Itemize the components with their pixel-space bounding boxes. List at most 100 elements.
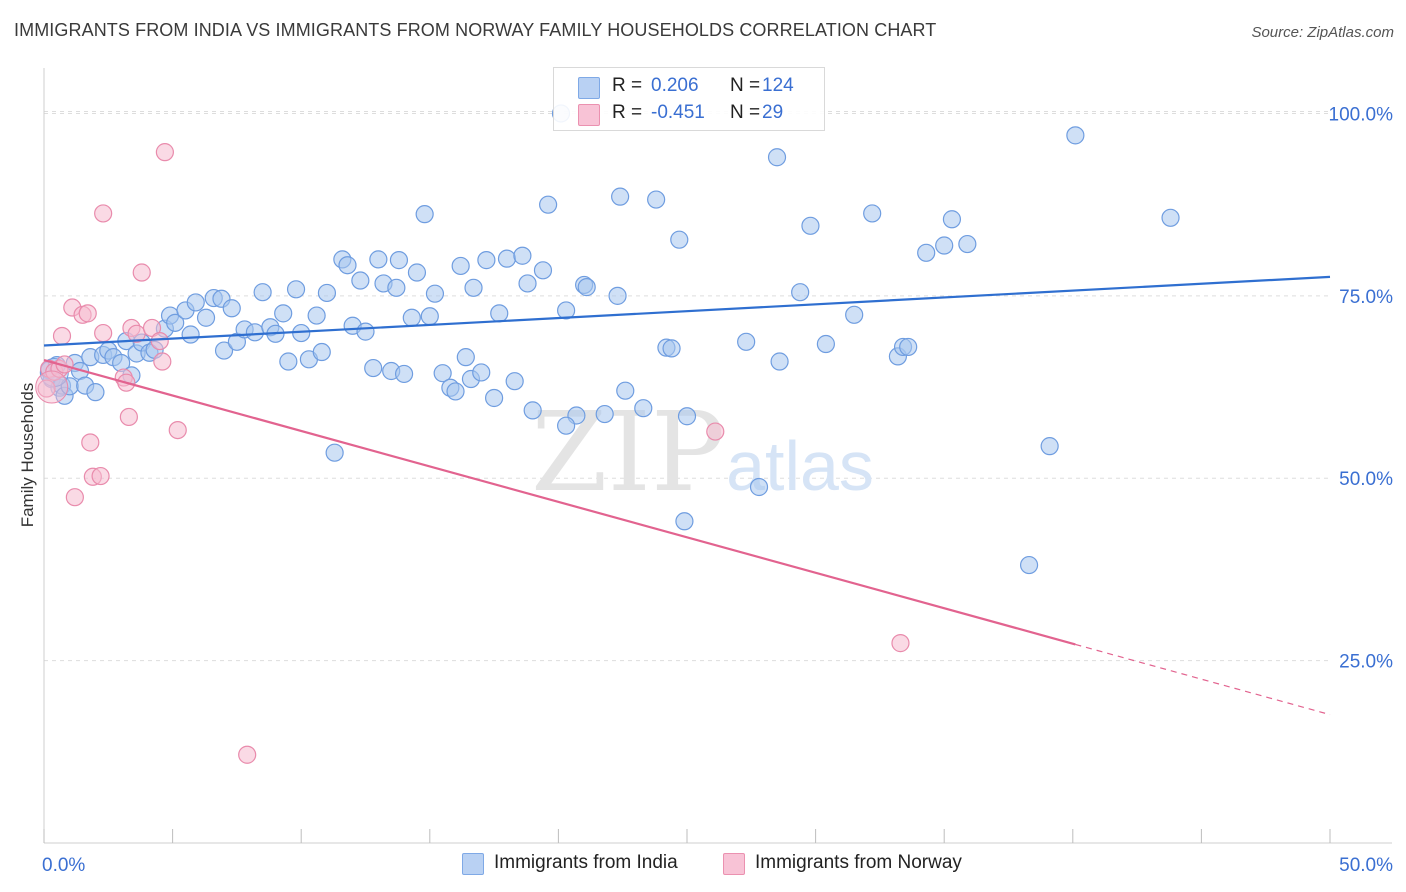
point-norway — [94, 204, 113, 223]
point-norway — [91, 466, 110, 486]
y-tick-label: 50.0% — [1339, 469, 1393, 490]
point-india — [845, 305, 864, 324]
watermark-zip: ZIP — [531, 388, 725, 516]
point-india — [245, 323, 265, 342]
legend-n-label: N = — [730, 75, 761, 96]
point-india — [942, 210, 962, 229]
point-india — [415, 205, 434, 224]
legend-label-norway: Immigrants from Norway — [755, 852, 962, 873]
point-india — [523, 401, 542, 420]
legend-n-label: N = — [730, 102, 761, 123]
point-norway — [52, 326, 72, 346]
legend-n-value-india: 124 — [762, 75, 794, 96]
point-india — [497, 249, 517, 268]
legend-swatch-norway — [578, 104, 600, 126]
legend-swatch-india — [578, 77, 600, 99]
point-india — [253, 283, 272, 302]
point-india — [407, 263, 427, 282]
point-india — [86, 383, 105, 402]
point-norway — [891, 634, 910, 653]
point-norway — [238, 745, 257, 764]
point-india — [801, 216, 820, 235]
y-tick-label: 100.0% — [1329, 104, 1394, 125]
point-norway — [65, 488, 84, 507]
point-india — [214, 341, 234, 360]
point-norway — [168, 420, 187, 440]
point-india — [935, 236, 954, 255]
trend-line-india — [43, 275, 1331, 347]
point-india — [662, 339, 681, 358]
point-india — [394, 364, 414, 384]
point-india — [958, 234, 977, 254]
point-india — [518, 274, 537, 293]
point-india — [767, 148, 787, 167]
point-india — [1019, 555, 1039, 575]
point-norway — [150, 331, 169, 351]
point-india — [595, 404, 614, 424]
point-norway — [94, 323, 113, 343]
point-india — [1066, 126, 1085, 145]
point-india — [647, 190, 666, 209]
legend-label-india: Immigrants from India — [494, 852, 678, 873]
point-norway — [119, 407, 138, 427]
point-india — [675, 512, 694, 531]
point-india — [634, 399, 653, 418]
point-india — [670, 230, 689, 249]
point-india — [816, 334, 835, 354]
point-india — [737, 332, 756, 351]
point-india — [1161, 208, 1180, 227]
point-india — [485, 388, 504, 408]
point-india — [505, 372, 524, 391]
point-india — [307, 306, 326, 325]
y-tick-label: 25.0% — [1339, 652, 1393, 673]
correlation-legend: R = 0.206 N = 124 R = -0.451 N = 29 — [553, 67, 825, 131]
grid-lines — [44, 110, 1330, 662]
legend-n-value-norway: 29 — [762, 102, 784, 123]
legend-swatch-india — [462, 853, 484, 875]
x-tick-label: 0.0% — [42, 855, 85, 876]
point-india — [166, 313, 185, 332]
point-norway-cluster — [35, 370, 69, 404]
series-india-points — [39, 104, 1180, 575]
watermark-atlas: atlas — [726, 427, 874, 505]
point-india — [351, 271, 370, 290]
point-india — [325, 443, 344, 462]
legend-r-value-norway: -0.451 — [651, 102, 705, 123]
point-india — [472, 363, 491, 382]
chart-source: Source: ZipAtlas.com — [1251, 24, 1394, 41]
point-india — [899, 337, 918, 357]
legend-r-value-india: 0.206 — [651, 75, 699, 96]
point-norway — [153, 352, 172, 371]
point-india — [677, 407, 697, 426]
point-india — [539, 195, 558, 214]
point-india — [513, 246, 532, 265]
point-india — [196, 308, 216, 327]
point-india — [611, 187, 630, 206]
watermark: ZIP atlas — [531, 388, 874, 516]
point-norway — [37, 379, 56, 398]
point-india — [749, 477, 769, 497]
point-india — [433, 364, 452, 383]
point-norway — [155, 143, 174, 162]
point-india — [317, 283, 337, 303]
point-india — [402, 308, 421, 327]
legend-r-label: R = — [612, 75, 643, 96]
point-india — [477, 251, 496, 270]
point-india — [533, 261, 553, 280]
point-india — [608, 286, 627, 305]
point-india — [446, 382, 465, 401]
point-india — [557, 416, 576, 435]
point-india — [387, 278, 406, 297]
point-india — [186, 293, 205, 312]
point-norway — [78, 304, 97, 323]
point-india — [791, 283, 810, 302]
point-india — [222, 299, 241, 318]
point-india — [557, 301, 576, 320]
point-india — [369, 250, 388, 269]
trend-lines — [43, 275, 1331, 716]
y-tick-label: 75.0% — [1339, 287, 1393, 308]
point-norway — [132, 263, 151, 282]
point-norway — [81, 433, 100, 452]
x-tick-label: 50.0% — [1339, 855, 1393, 876]
